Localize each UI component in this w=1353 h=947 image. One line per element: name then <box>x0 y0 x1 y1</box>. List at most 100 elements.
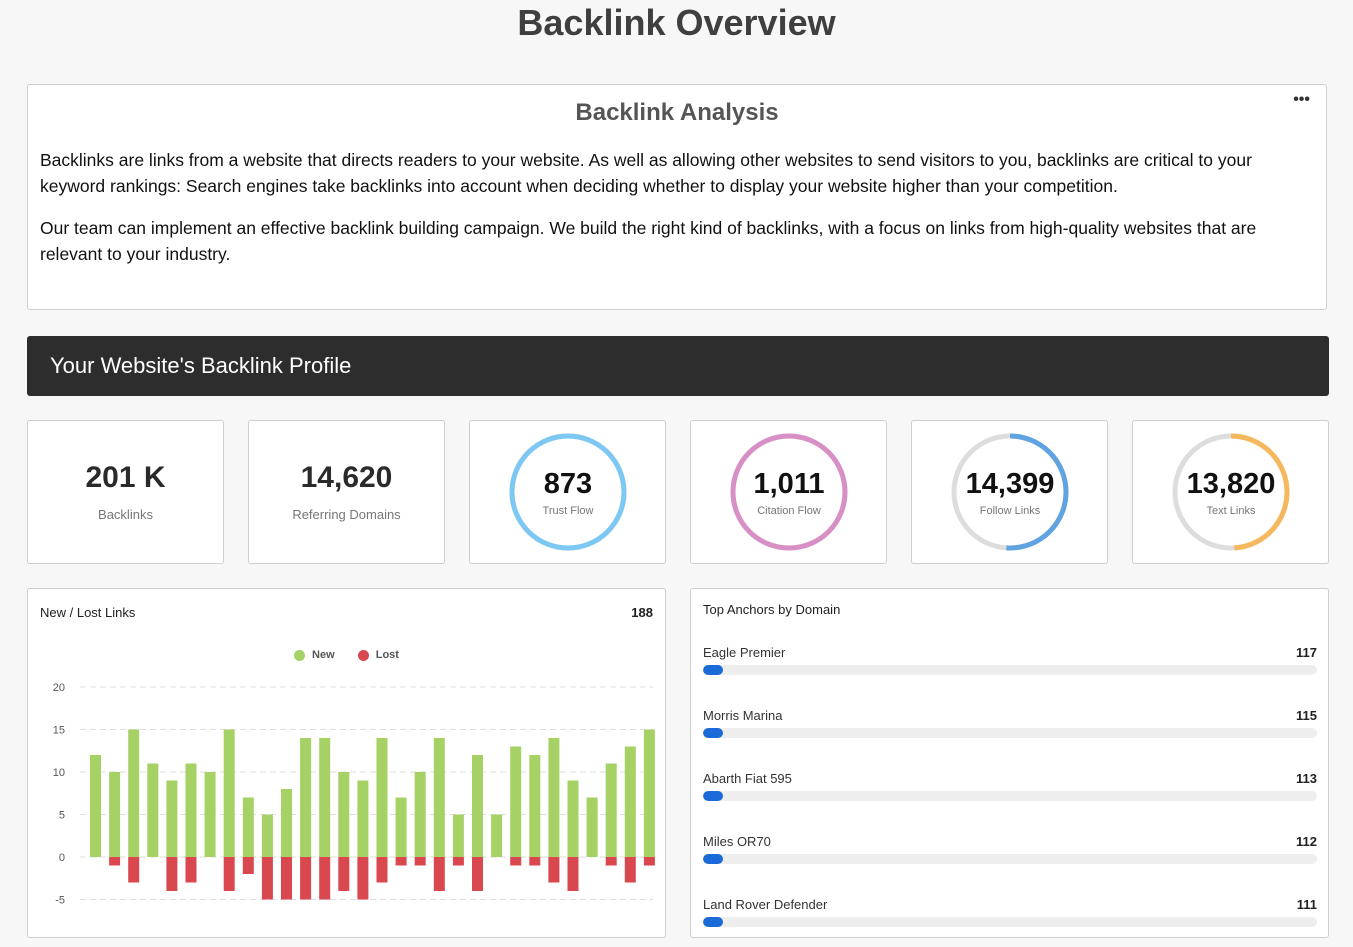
ring-label: Follow Links <box>979 505 1041 517</box>
bar-new <box>510 746 522 857</box>
anchor-row: Miles OR70 112 <box>703 834 1317 884</box>
analysis-paragraph: Backlinks are links from a website that … <box>40 150 1252 196</box>
bar-lost <box>414 857 426 866</box>
stat-label: Referring Domains <box>292 507 401 522</box>
anchor-name: Eagle Premier <box>703 645 786 660</box>
bar-new <box>128 729 140 857</box>
ring-label: Text Links <box>1206 505 1256 517</box>
y-tick-label: 15 <box>53 725 65 737</box>
anchor-count: 115 <box>1296 708 1317 723</box>
y-tick-label: 5 <box>59 810 65 822</box>
bar-lost <box>242 857 254 874</box>
bar-lost <box>300 857 312 900</box>
panel-total: 188 <box>631 605 653 620</box>
bar-new <box>548 738 560 857</box>
follow-links-ring: 14,399 Follow Links <box>950 432 1070 552</box>
bar-new <box>414 772 426 857</box>
profile-header-bar: Your Website's Backlink Profile <box>27 336 1329 396</box>
analysis-paragraph: Our team can implement an effective back… <box>40 218 1257 264</box>
text-links-ring: 13,820 Text Links <box>1171 432 1291 552</box>
stat-card-text-links: 13,820 Text Links <box>1132 420 1329 564</box>
bar-new <box>529 755 541 857</box>
bar-lost <box>452 857 464 866</box>
anchor-bar-fill <box>703 917 723 927</box>
ring-progress <box>509 433 627 551</box>
bar-lost <box>643 857 655 866</box>
bar-lost <box>185 857 197 883</box>
legend-item-lost[interactable]: Lost <box>357 649 399 661</box>
legend-label: Lost <box>375 649 399 661</box>
analysis-body: Backlinks are links from a website that … <box>40 147 1316 283</box>
bar-lost <box>223 857 235 891</box>
bar-lost <box>319 857 331 900</box>
trust-flow-ring: 873 Trust Flow <box>508 432 628 552</box>
legend-dot-lost <box>357 649 369 661</box>
stat-label: Backlinks <box>98 507 153 522</box>
anchor-row: Land Rover Defender 111 <box>703 897 1317 947</box>
stat-card-backlinks: 201 K Backlinks <box>27 420 224 564</box>
bar-lost <box>548 857 560 883</box>
anchor-count: 112 <box>1296 834 1317 849</box>
ring-value: 13,820 <box>1186 468 1276 500</box>
bar-lost <box>357 857 369 900</box>
bar-new <box>376 738 388 857</box>
bar-new <box>223 729 235 857</box>
ring-progress <box>1172 433 1290 551</box>
bar-lost <box>261 857 273 900</box>
stat-card-follow-links: 14,399 Follow Links <box>911 420 1108 564</box>
stat-card-citation-flow: 1,011 Citation Flow <box>690 420 887 564</box>
bar-new <box>357 780 369 857</box>
bar-lost <box>433 857 445 891</box>
anchor-bar-track <box>703 854 1317 864</box>
legend-dot-new <box>294 649 306 661</box>
bar-new <box>491 814 503 857</box>
bar-new <box>338 772 350 857</box>
legend-label: New <box>312 649 335 661</box>
bar-lost <box>338 857 350 891</box>
analysis-title: Backlink Analysis <box>575 99 779 126</box>
stat-value: 14,620 <box>300 461 393 494</box>
stat-card-referring-domains: 14,620 Referring Domains <box>248 420 445 564</box>
bar-new <box>643 729 655 857</box>
anchor-bar-fill <box>703 665 724 675</box>
bar-new <box>624 746 636 857</box>
bar-new <box>90 755 101 857</box>
anchor-name: Morris Marina <box>703 708 783 723</box>
bar-lost <box>376 857 388 883</box>
ring-progress <box>951 433 1069 551</box>
bar-new <box>261 814 273 857</box>
ring-label: Citation Flow <box>757 505 821 517</box>
bar-lost <box>109 857 121 866</box>
legend-item-new[interactable]: New <box>294 649 335 661</box>
bar-new <box>300 738 312 857</box>
ring-value: 14,399 <box>965 468 1055 500</box>
bar-new <box>605 763 617 857</box>
citation-flow-ring: 1,011 Citation Flow <box>729 432 849 552</box>
chart-legend: New Lost <box>28 649 665 664</box>
bar-new <box>433 738 445 857</box>
anchor-count: 117 <box>1296 645 1317 660</box>
bar-new <box>147 763 159 857</box>
anchor-bar-fill <box>703 791 723 801</box>
bar-new <box>204 772 216 857</box>
ring-progress <box>730 433 848 551</box>
backlink-analysis-card: Backlink Analysis ••• Backlinks are link… <box>27 84 1327 310</box>
anchor-bar-fill <box>703 728 724 738</box>
anchor-bar-track <box>703 665 1317 675</box>
profile-heading: Your Website's Backlink Profile <box>50 353 352 378</box>
bar-lost <box>395 857 407 866</box>
bar-new <box>395 797 407 857</box>
more-options-icon[interactable]: ••• <box>1293 91 1310 108</box>
bar-lost <box>605 857 617 866</box>
bar-new <box>166 780 178 857</box>
stat-card-trust-flow: 873 Trust Flow <box>469 420 666 564</box>
bar-lost <box>472 857 483 891</box>
bar-new <box>281 789 292 857</box>
bar-lost <box>166 857 178 891</box>
bar-new <box>472 755 483 857</box>
new-lost-links-panel: New / Lost Links 188 New Lost 20 15 10 5 0 -5 <box>27 588 666 938</box>
stat-value: 201 K <box>85 461 166 494</box>
new-lost-bar-chart: 20 15 10 5 0 -5 <box>53 682 655 907</box>
bar-new <box>319 738 331 857</box>
panel-title: New / Lost Links <box>40 605 136 620</box>
